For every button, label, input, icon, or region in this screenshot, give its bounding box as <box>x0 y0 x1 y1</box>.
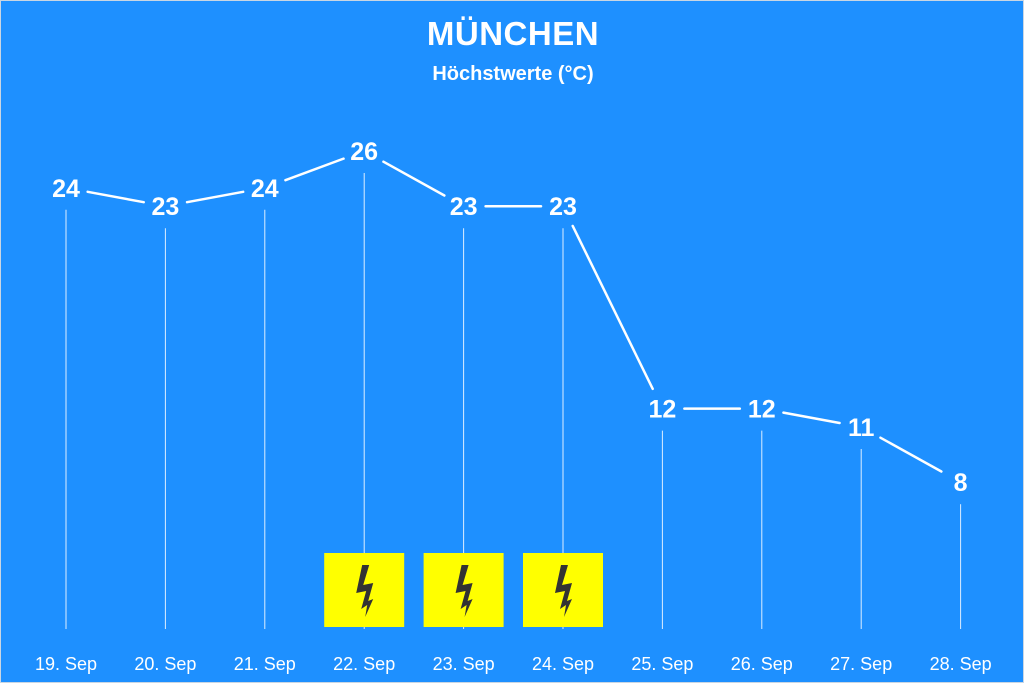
x-tick-label: 22. Sep <box>333 654 395 674</box>
x-tick-label: 26. Sep <box>731 654 793 674</box>
chart-subtitle: Höchstwerte (°C) <box>432 63 594 85</box>
series-line-segment <box>185 190 245 204</box>
x-tick-label: 28. Sep <box>930 654 992 674</box>
thunderstorm-icon <box>423 553 504 627</box>
data-label: 24 <box>251 175 279 203</box>
x-tick-label: 24. Sep <box>532 654 594 674</box>
series-line-segment <box>571 224 654 391</box>
x-tick-label: 21. Sep <box>234 654 296 674</box>
chart-title: MÜNCHEN <box>426 15 600 52</box>
data-label: 23 <box>549 193 577 221</box>
series-line-segment <box>879 436 943 473</box>
series-line-segment <box>382 160 446 197</box>
x-tick-label: 27. Sep <box>830 654 892 674</box>
thunderstorm-icon <box>324 553 405 627</box>
data-label: 8 <box>954 469 968 497</box>
data-label: 12 <box>648 396 676 424</box>
data-label: 23 <box>151 193 179 221</box>
x-tick-label: 25. Sep <box>631 654 693 674</box>
thunderstorm-icon <box>523 553 603 627</box>
data-label: 12 <box>748 396 776 424</box>
data-label: 24 <box>52 175 80 203</box>
data-label: 11 <box>848 414 875 442</box>
series-line-segment <box>782 411 841 425</box>
x-tick-label: 23. Sep <box>433 654 495 674</box>
data-label: 23 <box>450 193 478 221</box>
x-tick-label: 19. Sep <box>35 654 97 674</box>
x-tick-label: 20. Sep <box>134 654 196 674</box>
series-line-segment <box>284 157 345 182</box>
series-line-segment <box>86 190 146 204</box>
data-label: 26 <box>350 138 378 166</box>
